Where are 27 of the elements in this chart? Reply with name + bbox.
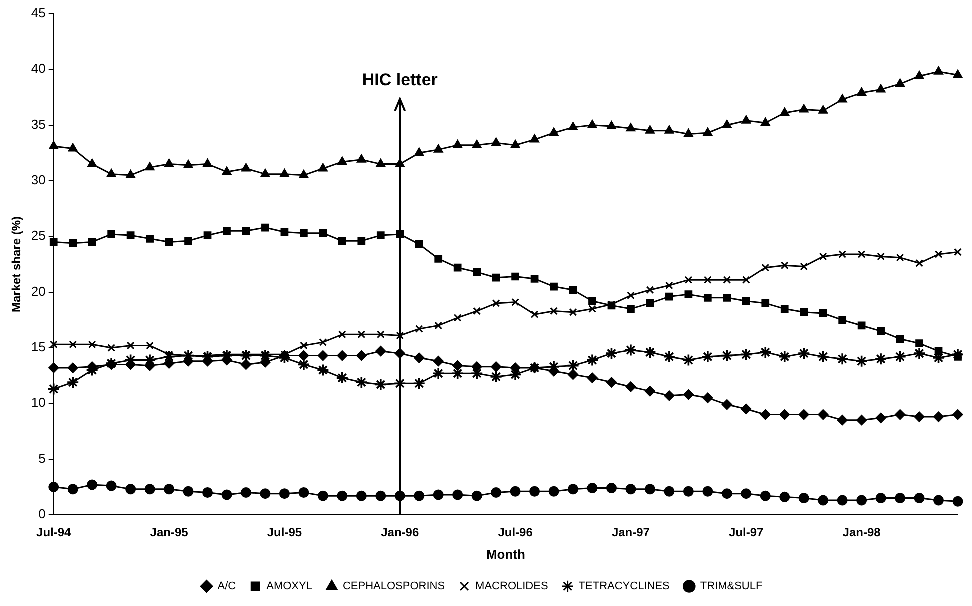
- y-tick-label: 20: [31, 284, 46, 299]
- legend-label: TETRACYCLINES: [578, 580, 670, 593]
- y-tick-label: 30: [31, 172, 46, 188]
- x-tick-label: Jul-94: [36, 526, 72, 540]
- x-tick-label: Jul-96: [498, 526, 534, 540]
- x-tick-label: Jan-96: [381, 526, 420, 540]
- x-tick-label: Jan-95: [150, 526, 189, 540]
- y-tick-label: 5: [38, 450, 46, 466]
- x-tick-label: Jan-97: [612, 526, 650, 540]
- ref-line-label: HIC letter: [362, 70, 438, 90]
- legend-label: A/C: [218, 580, 236, 593]
- y-tick-label: 15: [31, 340, 46, 355]
- y-tick-label: 45: [31, 6, 46, 21]
- x-axis-title: Month: [486, 546, 526, 562]
- legend-label: TRIM&SULF: [700, 580, 763, 593]
- y-tick-label: 10: [31, 395, 46, 410]
- y-tick-label: 35: [31, 116, 46, 132]
- y-tick-label: 0: [38, 506, 46, 522]
- x-tick-label: Jul-95: [267, 526, 302, 540]
- y-tick-label: 25: [31, 228, 46, 244]
- y-tick-label: 40: [31, 61, 46, 76]
- legend-label: AMOXYL: [266, 580, 312, 593]
- legend-label: MACROLIDES: [476, 580, 548, 593]
- x-tick-label: Jul-97: [729, 526, 764, 540]
- legend-label: CEPHALOSPORINS: [342, 580, 446, 593]
- x-tick-label: Jan-98: [842, 526, 882, 540]
- y-axis-title: Market share (%): [10, 216, 24, 313]
